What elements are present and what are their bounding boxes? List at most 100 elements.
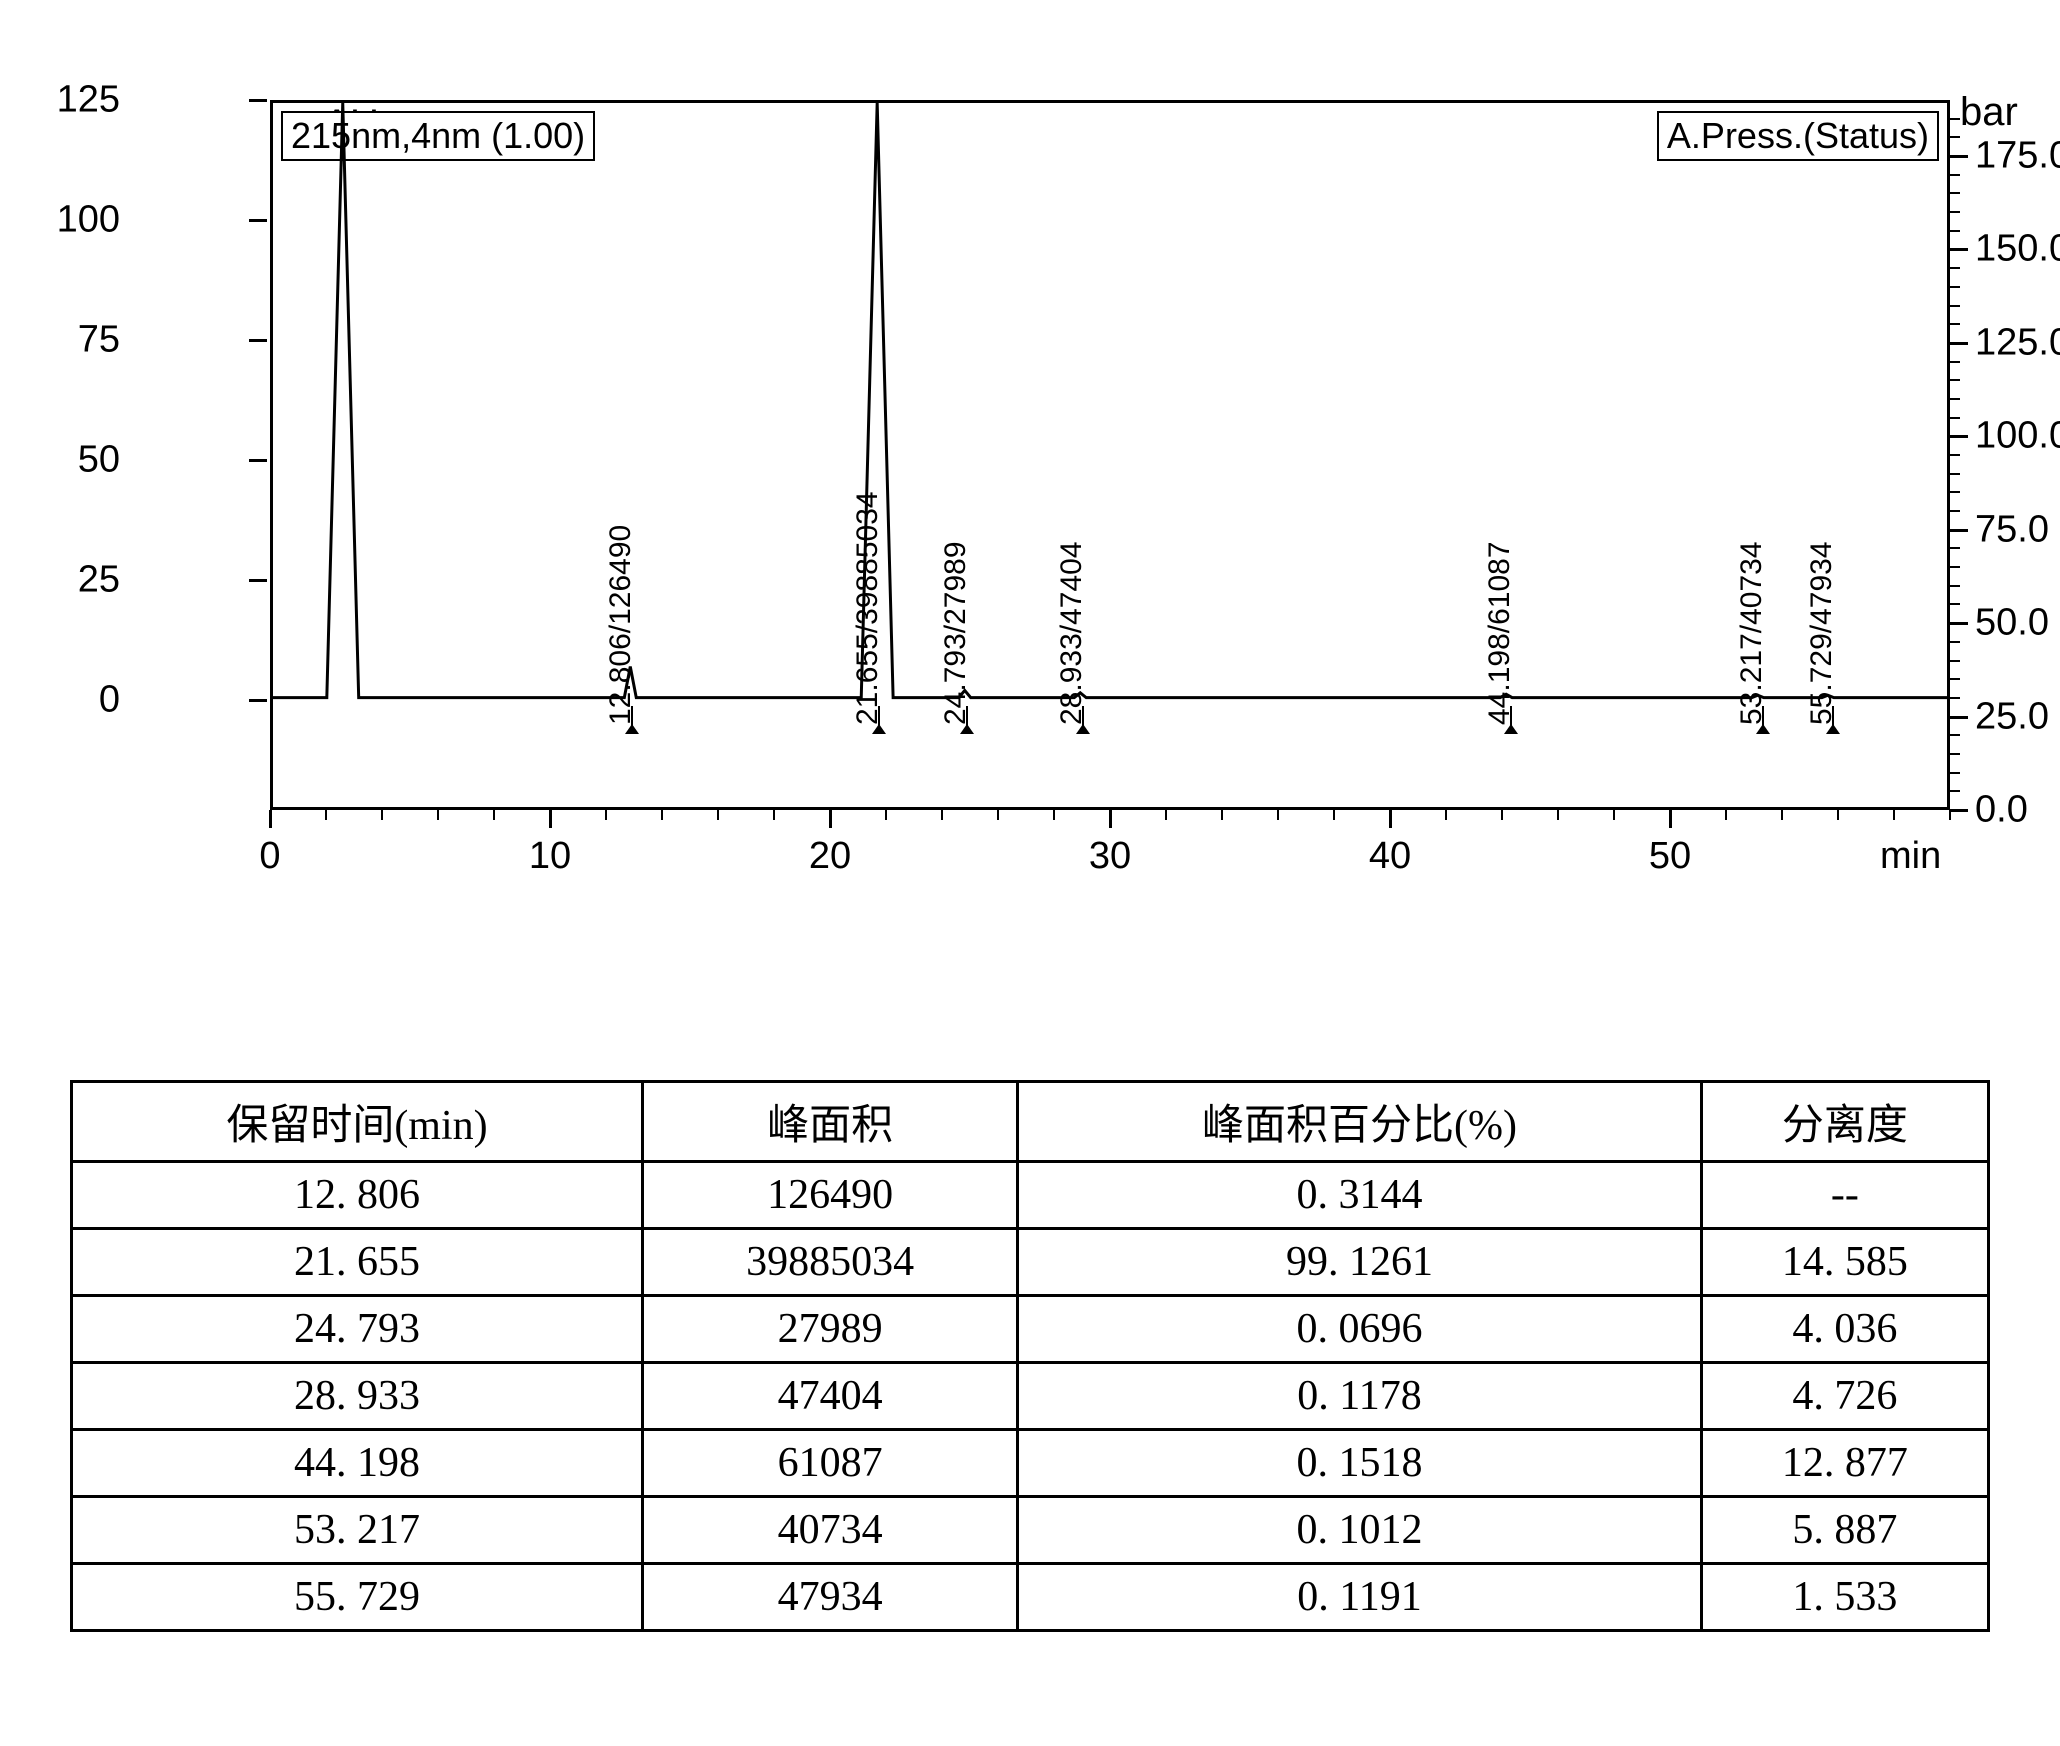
y-right-minor-tick — [1950, 753, 1960, 755]
table-cell: 40734 — [642, 1497, 1017, 1564]
x-minor-tick — [437, 810, 439, 820]
page: mAU bar 215nm,4nm (1.00) A.Press.(Status… — [0, 0, 2060, 1746]
y-right-minor-tick — [1950, 454, 1960, 456]
y-left-tick-label: 100 — [57, 199, 120, 242]
x-minor-tick — [493, 810, 495, 820]
table-cell: 0. 1191 — [1018, 1564, 1701, 1631]
table-cell: 24. 793 — [72, 1296, 643, 1363]
x-minor-tick — [381, 810, 383, 820]
table-cell: 0. 1178 — [1018, 1363, 1701, 1430]
table-header-cell: 保留时间(min) — [72, 1082, 643, 1162]
x-minor-tick — [325, 810, 327, 820]
y-right-minor-tick — [1950, 585, 1960, 587]
table-cell: 0. 1518 — [1018, 1430, 1701, 1497]
peak-label: 53.217/40734 — [1735, 541, 1769, 725]
table-cell: 21. 655 — [72, 1229, 643, 1296]
table-row: 55. 729479340. 11911. 533 — [72, 1564, 1989, 1631]
plot-area: 215nm,4nm (1.00) A.Press.(Status) 12.806… — [270, 100, 1950, 700]
table-row: 28. 933474040. 11784. 726 — [72, 1363, 1989, 1430]
x-minor-tick — [941, 810, 943, 820]
y-right-minor-tick — [1950, 790, 1960, 792]
table-header-row: 保留时间(min)峰面积峰面积百分比(%)分离度 — [72, 1082, 1989, 1162]
table-cell: 44. 198 — [72, 1430, 643, 1497]
y-right-minor-tick — [1950, 417, 1960, 419]
x-minor-tick — [997, 810, 999, 820]
y-right-minor-tick — [1950, 379, 1960, 381]
x-minor-tick — [1501, 810, 1503, 820]
x-minor-tick — [1557, 810, 1559, 820]
x-tick — [1389, 810, 1392, 828]
table-header-cell: 峰面积百分比(%) — [1018, 1082, 1701, 1162]
y-right-minor-tick — [1950, 323, 1960, 325]
x-minor-tick — [1725, 810, 1727, 820]
x-minor-tick — [1893, 810, 1895, 820]
x-tick — [549, 810, 552, 828]
table-cell: 4. 726 — [1701, 1363, 1988, 1430]
y-right-tick — [1950, 155, 1968, 158]
y-right-tick-label: 25.0 — [1975, 695, 2049, 738]
table-cell: 4. 036 — [1701, 1296, 1988, 1363]
x-minor-tick — [885, 810, 887, 820]
table-row: 21. 6553988503499. 126114. 585 — [72, 1229, 1989, 1296]
y-right-minor-tick — [1950, 734, 1960, 736]
x-minor-tick — [1165, 810, 1167, 820]
table-cell: 28. 933 — [72, 1363, 643, 1430]
x-unit: min — [1880, 835, 1941, 878]
y-right-minor-tick — [1950, 267, 1960, 269]
table-cell: 55. 729 — [72, 1564, 643, 1631]
y-right-tick-label: 150.0 — [1975, 228, 2060, 271]
table-row: 44. 198610870. 151812. 877 — [72, 1430, 1989, 1497]
y-right-minor-tick — [1950, 473, 1960, 475]
y-right-tick — [1950, 716, 1968, 719]
table-cell: 53. 217 — [72, 1497, 643, 1564]
x-tick — [269, 810, 272, 828]
y-left-tick-label: 75 — [78, 319, 120, 362]
y-left-tick — [249, 699, 267, 702]
y-right-minor-tick — [1950, 772, 1960, 774]
y-left-tick — [249, 579, 267, 582]
peak-label: 28.933/47404 — [1055, 541, 1089, 725]
peak-table: 保留时间(min)峰面积峰面积百分比(%)分离度 12. 8061264900.… — [70, 1080, 1990, 1632]
table-cell: 0. 1012 — [1018, 1497, 1701, 1564]
table-cell: 47934 — [642, 1564, 1017, 1631]
y-right-minor-tick — [1950, 192, 1960, 194]
x-minor-tick — [605, 810, 607, 820]
y-right-minor-tick — [1950, 660, 1960, 662]
y-right-unit: bar — [1960, 90, 2018, 135]
y-right-tick-label: 100.0 — [1975, 415, 2060, 458]
y-right-minor-tick — [1950, 174, 1960, 176]
table-cell: 126490 — [642, 1162, 1017, 1229]
x-minor-tick — [1277, 810, 1279, 820]
y-right-tick-label: 75.0 — [1975, 508, 2049, 551]
x-minor-tick — [1221, 810, 1223, 820]
x-minor-tick — [1949, 810, 1951, 820]
y-right-minor-tick — [1950, 211, 1960, 213]
y-right-tick — [1950, 248, 1968, 251]
y-right-tick — [1950, 529, 1968, 532]
y-right-minor-tick — [1950, 678, 1960, 680]
table-cell: 0. 0696 — [1018, 1296, 1701, 1363]
chromatogram-chart: mAU bar 215nm,4nm (1.00) A.Press.(Status… — [70, 60, 1990, 880]
table-row: 53. 217407340. 10125. 887 — [72, 1497, 1989, 1564]
peak-label: 44.198/61087 — [1483, 541, 1517, 725]
y-right-tick-label: 125.0 — [1975, 321, 2060, 364]
y-right-minor-tick — [1950, 286, 1960, 288]
y-right-tick — [1950, 622, 1968, 625]
table-cell: 12. 806 — [72, 1162, 643, 1229]
table-row: 24. 793279890. 06964. 036 — [72, 1296, 1989, 1363]
y-right-tick — [1950, 342, 1968, 345]
table-cell: 27989 — [642, 1296, 1017, 1363]
y-right-minor-tick — [1950, 697, 1960, 699]
x-minor-tick — [1781, 810, 1783, 820]
x-tick-label: 30 — [1089, 835, 1131, 878]
x-minor-tick — [1445, 810, 1447, 820]
y-right-minor-tick — [1950, 230, 1960, 232]
y-right-minor-tick — [1950, 118, 1960, 120]
x-tick — [1669, 810, 1672, 828]
y-right-minor-tick — [1950, 361, 1960, 363]
table-cell: 47404 — [642, 1363, 1017, 1430]
x-tick-label: 10 — [529, 835, 571, 878]
table-cell: 0. 3144 — [1018, 1162, 1701, 1229]
y-right-tick-label: 175.0 — [1975, 135, 2060, 178]
table-cell: 14. 585 — [1701, 1229, 1988, 1296]
